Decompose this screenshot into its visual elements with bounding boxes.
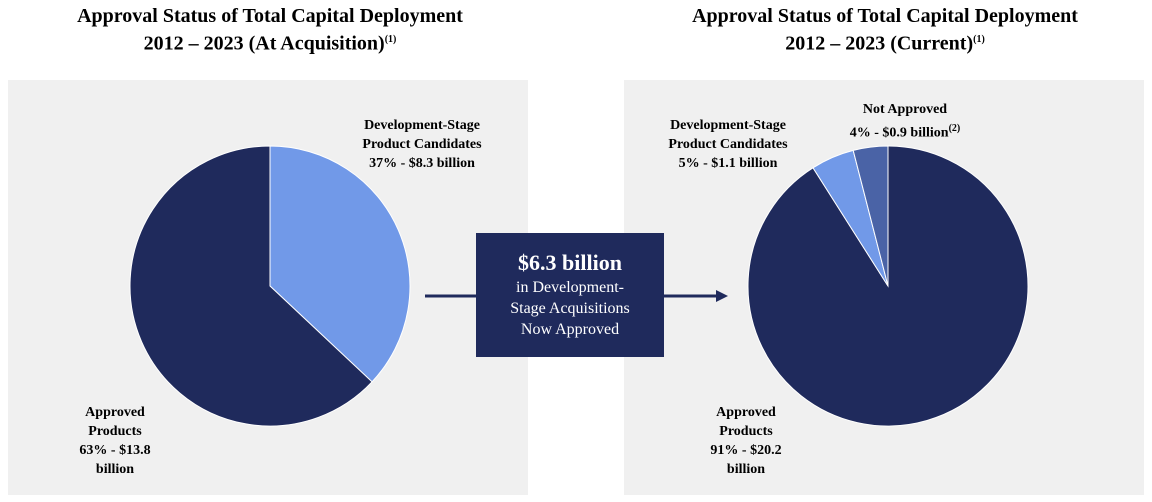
value-label: 37% - $8.3 billion	[342, 154, 502, 173]
subtitle-text: 2012 – 2023 (Current)	[785, 32, 974, 55]
callout-line: Stage Acquisitions	[510, 300, 630, 317]
category-label: Development-Stage Product Candidates	[362, 118, 482, 152]
pie-slice	[129, 145, 373, 427]
pie-slice	[269, 145, 411, 383]
subtitle: 2012 – 2023 (Current)(1)	[605, 28, 1152, 56]
pie-slice	[852, 145, 889, 287]
title-note: (1)	[973, 34, 985, 45]
chart-title: Approval Status of Total Capital Deploym…	[605, 4, 1152, 56]
value-label-text: 37% - $8.3 billion	[369, 156, 475, 171]
category-label: Not Approved	[862, 102, 948, 117]
slice-label: Development-Stage Product Candidates 37% …	[342, 116, 502, 173]
chart-title: Approval Status of Total Capital Deploym…	[0, 4, 550, 56]
category-label: Development-Stage Product Candidates	[668, 118, 788, 152]
value-label: 63% - $13.8 billion	[65, 441, 165, 479]
callout: $6.3 billion in Development- Stage Acqui…	[476, 233, 664, 357]
value-label: 4% - $0.9 billion(2)	[805, 119, 1005, 143]
subtitle: 2012 – 2023 (At Acquisition)(1)	[0, 28, 550, 56]
category-label: Approved Products	[85, 405, 145, 439]
slice-label: Approved Products 91% - $20.2 billion	[696, 403, 796, 479]
slice-label: Approved Products 63% - $13.8 billion	[65, 403, 165, 479]
value-label-text: 63% - $13.8 billion	[79, 443, 151, 477]
value-label: 91% - $20.2 billion	[696, 441, 796, 479]
value-label-note: (2)	[948, 123, 961, 134]
subtitle-text: 2012 – 2023 (At Acquisition)	[143, 32, 385, 55]
callout-line: in Development-	[516, 279, 624, 296]
slice-label: Development-Stage Product Candidates 5% -…	[648, 116, 808, 173]
callout-line: Now Approved	[520, 321, 620, 338]
arrow-head	[716, 290, 728, 302]
slice-label: Not Approved 4% - $0.9 billion(2)	[805, 100, 1005, 143]
value-label-text: 5% - $1.1 billion	[678, 156, 778, 171]
title-line: Approval Status of Total Capital Deploym…	[692, 5, 1078, 27]
value-label-text: 91% - $20.2 billion	[710, 443, 782, 477]
category-label: Approved Products	[716, 405, 776, 439]
value-label-text: 4% - $0.9 billion	[849, 125, 949, 141]
title-note: (1)	[384, 34, 397, 45]
callout-headline: $6.3 billion	[518, 250, 622, 275]
value-label: 5% - $1.1 billion	[648, 154, 808, 173]
title-line: Approval Status of Total Capital Deploym…	[77, 5, 463, 27]
